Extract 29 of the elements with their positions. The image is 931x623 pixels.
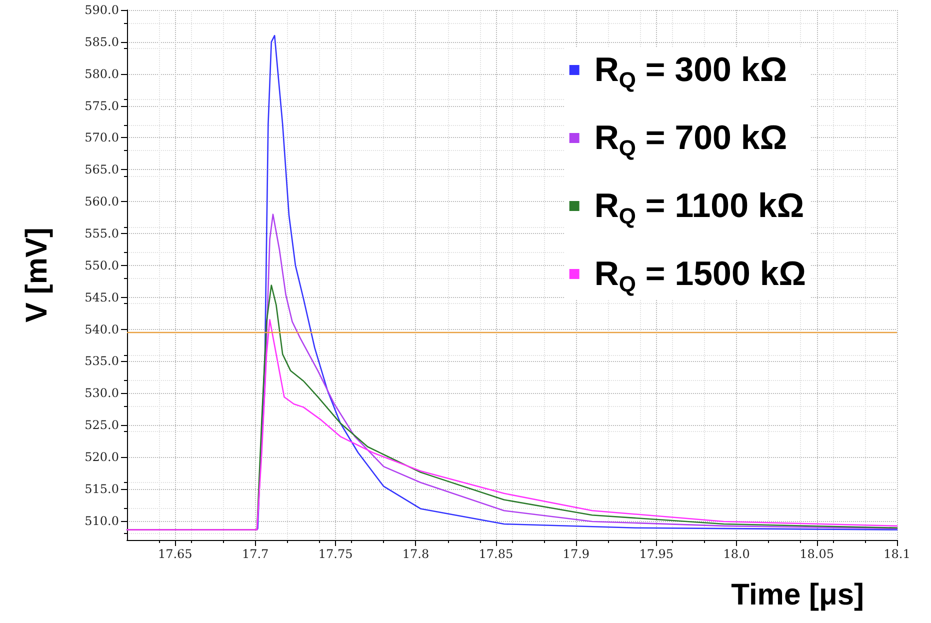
x-tick-label: 17.7 <box>242 547 269 561</box>
y-tick-label: 590.0 <box>84 3 119 17</box>
y-tick-label: 550.0 <box>84 258 119 272</box>
y-tick-label: 525.0 <box>84 418 119 432</box>
y-tick-label: 575.0 <box>84 98 119 113</box>
y-tick-label: 540.0 <box>84 322 119 336</box>
y-axis-title: V [mV] <box>20 227 54 323</box>
x-tick-label: 17.9 <box>562 547 590 561</box>
y-tick-label: 570.0 <box>84 130 119 145</box>
x-tick-label: 17.8 <box>402 547 430 561</box>
y-tick-label: 565.0 <box>84 162 119 177</box>
x-tick-label: 18.05 <box>800 547 834 561</box>
x-tick-label: 17.75 <box>318 547 353 561</box>
y-tick-label: 585.0 <box>84 34 119 49</box>
y-tick-label: 515.0 <box>84 482 119 496</box>
x-tick-label: 18.0 <box>723 547 750 561</box>
x-tick-label: 17.95 <box>639 547 674 561</box>
y-tick-label: 520.0 <box>84 450 119 464</box>
x-tick-label: 18.1 <box>884 547 910 561</box>
y-tick-label: 535.0 <box>84 354 119 368</box>
y-tick-label: 555.0 <box>84 226 119 240</box>
y-tick-label: 530.0 <box>84 386 119 400</box>
x-axis-title: Time [μs] <box>731 578 864 612</box>
x-tick-label: 17.65 <box>158 547 192 561</box>
y-tick-label: 545.0 <box>84 290 119 304</box>
x-tick-label: 17.85 <box>478 547 514 561</box>
y-tick-label: 580.0 <box>84 66 119 81</box>
y-tick-label: 510.0 <box>84 514 119 528</box>
y-tick-label: 560.0 <box>84 194 119 209</box>
